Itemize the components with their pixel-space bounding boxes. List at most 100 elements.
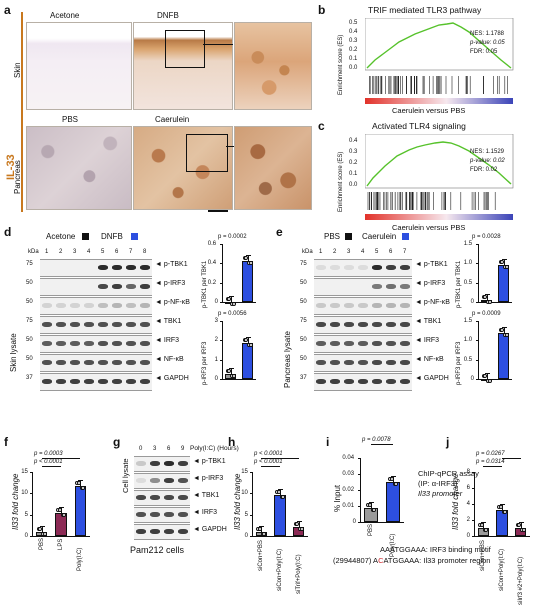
significance-bracket	[41, 458, 81, 459]
blot-band	[164, 460, 174, 466]
protein-label: ◄ IRF3	[155, 337, 180, 344]
blot-band	[164, 528, 174, 534]
bar-DNFB	[242, 343, 253, 379]
gsea-c-xlabel: Caerulein versus PBS	[392, 223, 466, 232]
kda-marker: 50	[300, 299, 307, 305]
blot-band	[150, 528, 160, 534]
blot-band	[140, 340, 150, 346]
blot-band	[386, 359, 396, 365]
blot-band	[178, 494, 188, 500]
blot-band	[70, 378, 80, 384]
error-bar	[503, 259, 505, 266]
error-cap	[484, 294, 490, 296]
y-tick-label: 6	[466, 485, 470, 491]
x-axis	[252, 536, 308, 537]
lane-number: 6	[115, 249, 119, 255]
error-bar	[502, 504, 503, 511]
x-axis	[360, 522, 404, 523]
blot-band	[330, 264, 340, 270]
gsea-c-tick: 0.3	[349, 149, 358, 155]
blot-band	[372, 302, 382, 308]
blot-band	[150, 494, 160, 500]
blot-g-time-label: Poly(I:C) (Hours)	[190, 445, 239, 452]
gsea-b-tick: 0.5	[349, 20, 358, 26]
error-cap	[245, 255, 251, 257]
protein-label: ◄ NF-κB	[415, 356, 444, 363]
blot-band	[150, 477, 160, 483]
blot-band	[316, 264, 326, 270]
panel-letter-a: a	[4, 3, 11, 17]
lane-number: 0	[139, 446, 143, 452]
blot-band	[98, 264, 108, 270]
y-tick	[220, 340, 222, 342]
y-axis	[478, 321, 479, 379]
data-point	[227, 297, 231, 301]
blot-band	[112, 359, 122, 365]
y-tick-label: 1.5	[463, 241, 473, 247]
ihc-skin-dnfb	[133, 22, 233, 110]
data-point	[262, 531, 267, 536]
y-tick-label: 10	[241, 490, 248, 497]
y-tick	[220, 263, 222, 265]
y-tick	[30, 493, 32, 495]
zoom-arrow-pancreas	[226, 146, 234, 147]
ihc-pancreas-pbs	[26, 126, 132, 210]
y-tick	[30, 514, 32, 516]
quant-e1-ylabel: p-TBK1 per TBK1	[456, 260, 462, 308]
panel-letter-i: i	[326, 435, 330, 449]
lane-number: 3	[153, 446, 157, 452]
lane-number: 7	[403, 249, 407, 255]
y-axis	[252, 472, 253, 536]
bar-siCon+Poly(I:C)	[496, 510, 508, 536]
blot-row	[134, 490, 190, 506]
blot-row	[40, 259, 152, 277]
lane-number: 1	[45, 249, 49, 255]
condition-acetone: Acetone	[50, 11, 80, 20]
blot-band	[84, 359, 94, 365]
gsea-c-tick: 0.4	[349, 138, 358, 144]
blot-row	[314, 297, 412, 315]
protein-label: ◄ GAPDH	[155, 375, 189, 382]
blot-band	[178, 477, 188, 483]
error-bar	[298, 520, 300, 527]
blot-band	[358, 302, 368, 308]
blot-band	[344, 264, 354, 270]
y-tick-label: 0	[244, 533, 248, 539]
gsea-c-ylabel: Enrichment score (ES)	[338, 151, 344, 212]
error-cap	[228, 368, 234, 370]
bar-Poly(I:C)	[386, 482, 400, 522]
data-point	[244, 338, 248, 343]
blot-band	[70, 340, 80, 346]
gsea-c-stat: p-value: 0.02	[470, 158, 505, 164]
y-tick	[476, 282, 478, 284]
protein-label: ◄ p-IRF3	[415, 280, 446, 287]
kda-marker: 50	[26, 337, 33, 343]
blot-band	[136, 528, 146, 534]
y-tick	[250, 514, 252, 516]
gsea-b-plot	[365, 18, 514, 104]
blot-band	[372, 359, 382, 365]
data-point	[504, 332, 509, 337]
x-category-label: LPS	[58, 538, 64, 551]
blot-d-group-dnfb: DNFB	[101, 232, 123, 241]
blot-band	[56, 359, 66, 365]
y-tick-label: 0.5	[463, 356, 473, 363]
blot-band	[112, 340, 122, 346]
blot-band	[136, 460, 146, 466]
blot-band	[140, 321, 150, 327]
kda-marker: 75	[26, 318, 33, 324]
kda-marker: 50	[300, 356, 307, 362]
data-point	[503, 510, 507, 515]
panel-letter-f: f	[4, 435, 8, 449]
data-point	[394, 482, 398, 486]
zoom-arrow-skin	[203, 44, 233, 45]
error-cap	[501, 326, 507, 328]
data-point	[231, 374, 236, 379]
blot-band	[70, 302, 80, 308]
x-category-label: PBS	[38, 538, 45, 551]
significance-bracket	[261, 466, 280, 467]
blot-band	[386, 340, 396, 346]
data-point	[498, 505, 503, 510]
blot-band	[372, 378, 382, 384]
error-bar	[41, 525, 43, 532]
